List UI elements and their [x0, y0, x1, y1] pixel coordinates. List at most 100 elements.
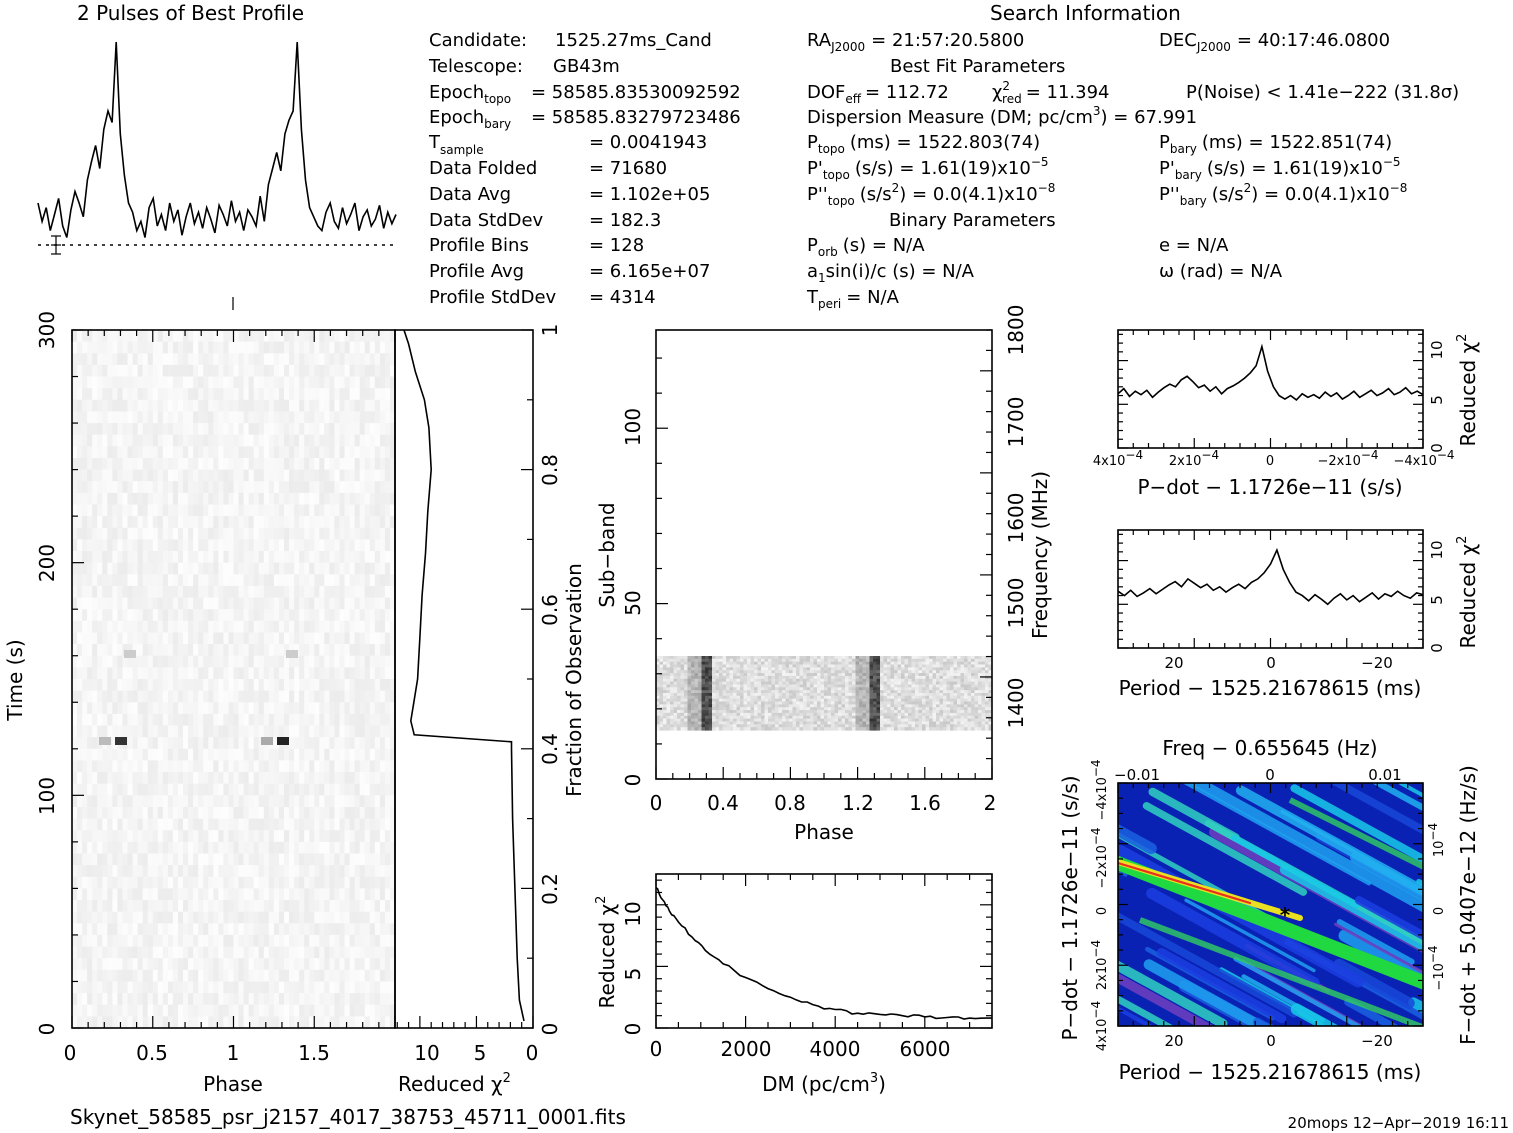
time-phase-cell [82, 841, 88, 855]
time-phase-cell [390, 1016, 396, 1029]
time-phase-cell [284, 574, 290, 587]
time-phase-cell [132, 818, 139, 831]
subband-cell [705, 678, 710, 683]
time-phase-cell [349, 330, 356, 343]
time-phase-cell [349, 865, 356, 878]
subband-cell [950, 656, 955, 660]
time-phase-cell [178, 911, 184, 924]
time-phase-cell [162, 876, 169, 889]
subband-cell [740, 664, 745, 668]
time-phase-cell [324, 748, 330, 761]
subband-cell [799, 681, 804, 685]
time-phase-cell [233, 795, 240, 808]
time-phase-cell [258, 807, 265, 820]
time-phase-cell [263, 865, 270, 878]
time-phase-cell [72, 330, 78, 343]
time-phase-cell [379, 888, 386, 901]
time-phase-cell [178, 853, 184, 866]
time-phase-cell [157, 911, 164, 924]
subband-cell [953, 664, 958, 668]
time-phase-cell [238, 458, 245, 471]
time-phase-cell [162, 411, 169, 424]
subband-cell [750, 681, 755, 685]
time-phase-cell [193, 1016, 199, 1029]
subband-cell [715, 675, 720, 680]
time-phase-cell [112, 492, 118, 506]
subband-cell [894, 656, 899, 660]
subband-cell [852, 675, 857, 680]
time-phase-cell [334, 481, 340, 494]
time-phase-cell [127, 330, 134, 343]
time-phase-cell [147, 830, 154, 843]
time-phase-cell [299, 911, 305, 924]
time-phase-cell [369, 981, 376, 994]
time-phase-cell [208, 481, 214, 494]
time-phase-cell [339, 655, 346, 668]
time-phase-cell [188, 702, 194, 715]
tp-xtick-1: 0.5 [136, 1041, 168, 1065]
time-phase-cell [289, 609, 295, 622]
time-phase-cell [223, 1004, 229, 1017]
subband-cell [729, 684, 734, 688]
subband-cell [831, 681, 836, 685]
time-phase-cell [344, 446, 351, 459]
time-phase-cell [77, 911, 83, 924]
time-phase-cell [218, 772, 224, 785]
time-phase-cell [137, 376, 144, 389]
time-phase-cell [178, 725, 184, 738]
time-phase-cell [213, 364, 219, 378]
time-phase-cell [294, 888, 300, 901]
tc-xtick-2: 0 [526, 1041, 539, 1065]
time-phase-cell [289, 492, 295, 506]
time-phase-cell [82, 748, 88, 761]
time-phase-cell [183, 958, 189, 971]
time-phase-cell [208, 353, 214, 366]
time-phase-cell [193, 795, 199, 808]
time-phase-cell [329, 539, 335, 552]
time-phase-cell [304, 690, 310, 703]
subband-image [656, 656, 992, 731]
time-phase-cell [228, 644, 235, 657]
time-phase-cell [294, 562, 300, 575]
subband-cell [845, 681, 850, 685]
time-phase-cell [178, 900, 184, 913]
time-phase-cell [349, 690, 356, 703]
subband-cell [698, 684, 703, 688]
pdot-bary-label: P'bary (s/s) = 1.61(19)x10−5 [1159, 155, 1401, 182]
time-phase-cell [137, 609, 144, 622]
time-phase-cell [268, 993, 275, 1006]
time-phase-cell [339, 492, 346, 506]
subband-cell [719, 661, 724, 666]
time-phase-cell [167, 760, 174, 773]
time-phase-cell [299, 376, 305, 389]
time-phase-cell [122, 923, 129, 936]
subband-cell [817, 678, 822, 683]
subband-cell [684, 681, 689, 685]
time-phase-cell [102, 958, 108, 971]
subband-cell [659, 681, 664, 685]
time-phase-cell [137, 353, 144, 366]
time-phase-cell [208, 807, 214, 820]
subband-cell [932, 656, 937, 660]
subband-cell [715, 661, 720, 666]
subband-cell [834, 664, 839, 668]
time-phase-cell [248, 504, 255, 517]
subband-cell [852, 678, 857, 683]
subband-cell [768, 667, 773, 671]
time-phase-cell [193, 481, 199, 494]
time-phase-cell [263, 958, 270, 971]
time-phase-cell [369, 679, 376, 692]
time-phase-cell [374, 853, 381, 866]
time-phase-cell [294, 446, 300, 459]
time-phase-cell [344, 760, 351, 773]
time-phase-cell [92, 644, 98, 657]
subband-cell [733, 670, 738, 674]
time-phase-cell [223, 458, 229, 471]
subband-cell [719, 670, 724, 674]
time-phase-cell [82, 690, 88, 703]
time-phase-cell [390, 760, 396, 773]
time-phase-cell [289, 574, 295, 587]
time-phase-cell [278, 876, 285, 889]
subband-cell [824, 681, 829, 685]
subband-cell [796, 681, 801, 685]
